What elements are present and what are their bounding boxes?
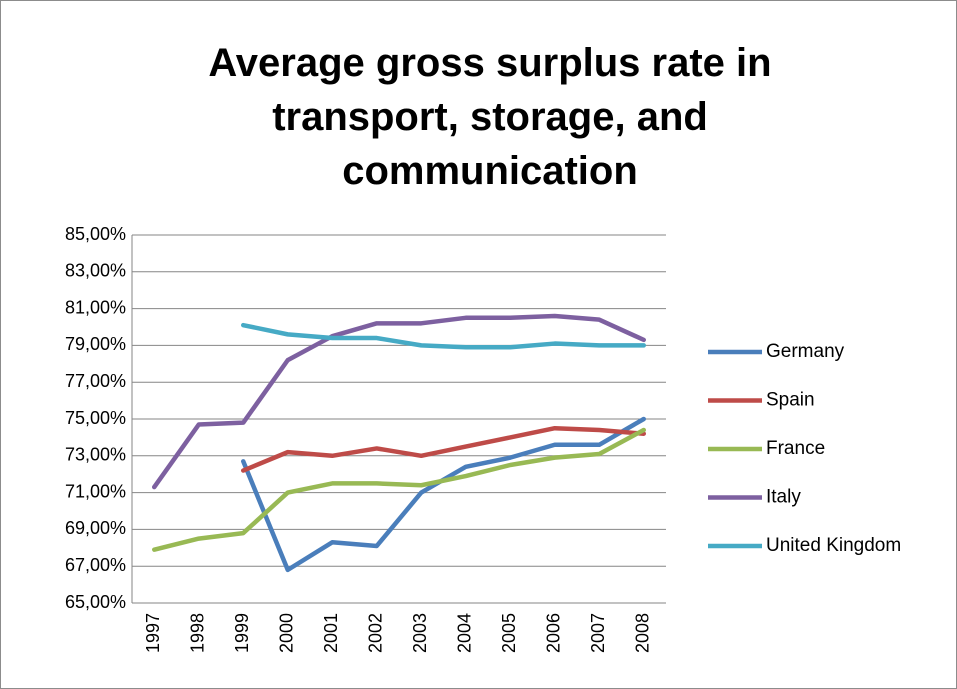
y-tick-label: 75,00%: [65, 408, 126, 428]
y-tick-label: 73,00%: [65, 445, 126, 465]
series-line: [241, 425, 646, 473]
chart-title: Average gross surplus rate in transport,…: [208, 41, 772, 193]
legend-label: United Kingdom: [766, 535, 901, 556]
y-tick-label: 65,00%: [65, 592, 126, 612]
y-tick-label: 79,00%: [65, 334, 126, 354]
x-tick-label: 2005: [499, 613, 519, 653]
series-line: [241, 322, 646, 350]
x-tick-label: 2006: [544, 613, 564, 653]
y-tick-label: 81,00%: [65, 297, 126, 317]
x-tick-label: 2002: [366, 613, 386, 653]
x-tick-label: 2008: [633, 613, 653, 653]
x-tick-label: 1998: [188, 613, 208, 653]
y-tick-label: 67,00%: [65, 555, 126, 575]
legend-label: Spain: [766, 390, 815, 411]
x-tick-label: 2003: [410, 613, 430, 653]
x-tick-label: 2001: [321, 613, 341, 653]
y-tick-label: 77,00%: [65, 371, 126, 391]
y-tick-label: 71,00%: [65, 481, 126, 501]
x-tick-label: 2000: [277, 613, 297, 653]
legend-label: France: [766, 438, 825, 459]
x-tick-label: 2007: [588, 613, 608, 653]
series-line: [152, 427, 646, 552]
series-line: [241, 416, 646, 573]
y-tick-label: 85,00%: [65, 224, 126, 244]
legend-label: Italy: [766, 487, 801, 508]
y-tick-label: 83,00%: [65, 261, 126, 281]
x-tick-label: 1997: [143, 613, 163, 653]
series-line: [152, 313, 646, 490]
x-tick-label: 1999: [232, 613, 252, 653]
x-tick-label: 2004: [455, 613, 475, 653]
legend-label: Germany: [766, 341, 845, 362]
y-tick-label: 69,00%: [65, 518, 126, 538]
